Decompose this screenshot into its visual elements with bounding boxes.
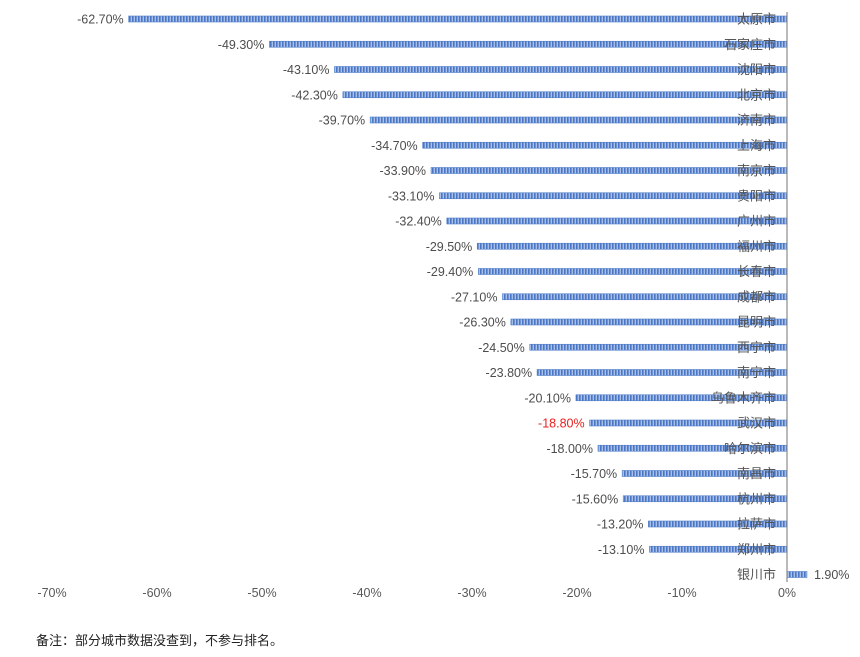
x-tick-label: -40%	[352, 586, 381, 600]
footnote: 备注：部分城市数据没查到，不参与排名。	[36, 634, 284, 649]
category-label: 银川市	[737, 567, 776, 582]
category-label: 成都市	[737, 289, 776, 304]
category-label: 昆明市	[737, 315, 776, 330]
category-label: 武汉市	[737, 416, 776, 431]
bar-value-label: -33.10%	[388, 189, 435, 203]
bar-value-label: -15.60%	[572, 492, 619, 506]
category-label: 沈阳市	[737, 62, 776, 77]
bar-value-label: -34.70%	[371, 139, 418, 153]
bar-9	[446, 217, 788, 225]
x-tick-label: -70%	[37, 586, 66, 600]
x-tick-label: -30%	[457, 586, 486, 600]
bar-1	[128, 15, 788, 23]
bar-6	[422, 141, 788, 149]
bar-value-label: -15.70%	[571, 467, 618, 481]
bar-5	[369, 116, 788, 124]
bar-value-label: -32.40%	[395, 215, 442, 229]
category-label: 广州市	[737, 214, 776, 229]
axis-layer: -70% -60% -50% -40% -30% -20% -10% 0%	[37, 12, 796, 600]
category-label: 哈尔滨市	[724, 441, 776, 456]
category-label: 西宁市	[737, 340, 776, 355]
bar-value-label: -33.90%	[379, 164, 426, 178]
x-tick-label: -20%	[562, 586, 591, 600]
category-label: 济南市	[737, 113, 776, 128]
bar-4	[342, 91, 788, 99]
bar-value-label: -20.10%	[524, 391, 571, 405]
bar-value-label: -18.00%	[546, 442, 593, 456]
bar-value-label: -18.80%	[538, 417, 585, 431]
category-label: 石家庄市	[724, 37, 776, 52]
category-label: 北京市	[737, 87, 776, 102]
bar-value-label: 1.90%	[814, 568, 849, 582]
bar-value-label: -27.10%	[451, 290, 498, 304]
bar-value-label: -62.70%	[77, 13, 124, 27]
bar-8	[439, 192, 788, 200]
bar-value-label: -39.70%	[319, 114, 366, 128]
category-label: 长春市	[737, 264, 776, 279]
category-label: 上海市	[737, 138, 776, 153]
bar-2	[269, 40, 788, 48]
bar-23	[786, 571, 808, 578]
category-label: 杭州市	[737, 491, 776, 506]
bar-3	[334, 66, 788, 73]
x-tick-label: -10%	[667, 586, 696, 600]
x-tick-label: -50%	[247, 586, 276, 600]
category-label: 拉萨市	[737, 517, 776, 532]
bar-7	[430, 167, 788, 174]
category-label: 南宁市	[737, 365, 776, 380]
bar-value-label: -13.10%	[598, 543, 645, 557]
bar-value-label: -43.10%	[283, 63, 330, 77]
bar-value-label: -23.80%	[486, 366, 533, 380]
bar-value-label: -26.30%	[459, 316, 506, 330]
category-label: 乌鲁木齐市	[711, 390, 776, 405]
category-label: 太原市	[737, 12, 776, 27]
category-label: 福州市	[737, 239, 776, 254]
category-label: 贵阳市	[737, 188, 776, 203]
bars-layer: -62.70% 太原市 -49.30% 石家庄市 -43.10% 沈阳市 -42.30% 北京…	[77, 12, 849, 583]
bar-value-label: -42.30%	[291, 88, 338, 102]
x-tick-label: 0%	[778, 586, 796, 600]
bar-value-label: -13.20%	[597, 518, 644, 532]
category-label: 南昌市	[737, 466, 776, 481]
bar-value-label: -24.50%	[478, 341, 525, 355]
category-label: 郑州市	[737, 542, 776, 557]
bar-value-label: -29.50%	[426, 240, 473, 254]
bar-value-label: -49.30%	[218, 38, 265, 52]
bar-value-label: -29.40%	[427, 265, 474, 279]
category-label: 南京市	[737, 163, 776, 178]
x-tick-label: -60%	[142, 586, 171, 600]
